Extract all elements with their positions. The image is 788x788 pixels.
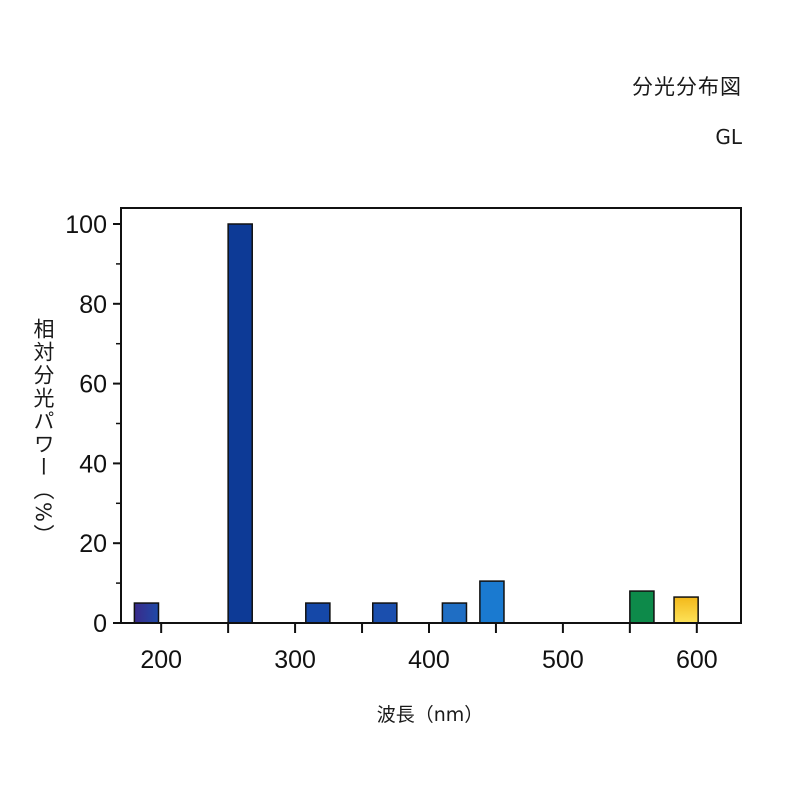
chart-subtitle: GL (715, 125, 742, 149)
bar-550nm (629, 590, 655, 624)
x-tick-label-300: 300 (274, 646, 316, 674)
x-tick-label-600: 600 (676, 646, 718, 674)
chart-title: 分光分布図 (632, 75, 742, 99)
x-tick-label-500: 500 (542, 646, 584, 674)
y-tick-label-20: 20 (79, 530, 107, 558)
y-tick-label-100: 100 (65, 211, 107, 239)
bar-358nm (371, 602, 398, 624)
x-tick-label-400: 400 (408, 646, 450, 674)
bar-308nm (305, 602, 331, 624)
bars-layer (133, 223, 699, 624)
x-tick-label-200: 200 (140, 646, 182, 674)
y-tick-label-0: 0 (93, 610, 107, 638)
y-tick-label-60: 60 (79, 371, 107, 399)
ticks-layer: 0 20 40 60 80 100 200 300 400 500 600 (65, 211, 717, 674)
bar-583nm (673, 596, 699, 624)
bar-410nm (441, 602, 468, 624)
bar-180nm (133, 602, 160, 624)
title-block: 分光分布図 GL (632, 74, 742, 150)
axes-layer (120, 207, 742, 624)
plot-frame (120, 207, 742, 624)
y-tick-label-40: 40 (79, 450, 107, 478)
bar-250nm (227, 223, 253, 624)
y-axis-label-wrap: 相対分光パワー（%） (26, 318, 60, 547)
x-axis-label: 波長（nm） (376, 704, 484, 726)
y-tick-label-80: 80 (79, 291, 107, 319)
y-axis-label: 相対分光パワー（%） (31, 318, 55, 547)
bar-438nm (479, 580, 505, 624)
